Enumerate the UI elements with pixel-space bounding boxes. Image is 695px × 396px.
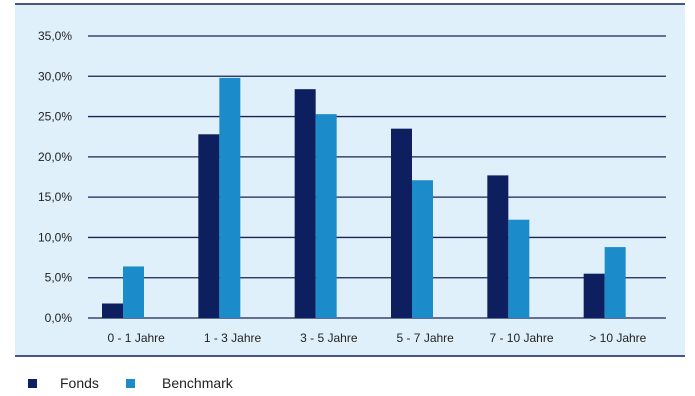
x-axis-tick-labels: 0 - 1 Jahre 1 - 3 Jahre 3 - 5 Jahre 5 - 7 J…	[107, 331, 646, 345]
bar-fonds	[391, 128, 412, 318]
y-tick-label: 10,0%	[38, 230, 72, 244]
x-tick-label: 5 - 7 Jahre	[396, 331, 454, 345]
bar-benchmark	[412, 180, 433, 318]
y-tick-label: 5,0%	[45, 271, 73, 285]
bars	[102, 77, 626, 318]
bar-fonds	[294, 89, 316, 318]
x-tick-label: 0 - 1 Jahre	[107, 331, 165, 345]
x-tick-label: 1 - 3 Jahre	[204, 331, 262, 345]
x-tick-label: 7 - 10 Jahre	[489, 331, 553, 345]
y-tick-label: 0,0%	[45, 311, 73, 325]
bar-fonds	[583, 273, 605, 318]
legend: Fonds Benchmark	[28, 375, 234, 391]
bar-benchmark	[219, 77, 241, 318]
bar-fonds	[198, 134, 220, 318]
y-axis-tick-labels: 0,0% 5,0% 10,0% 15,0% 20,0% 25,0% 30,0% 35,0%	[38, 29, 72, 325]
legend-label-fonds: Fonds	[60, 375, 99, 391]
x-tick-label: > 10 Jahre	[589, 331, 646, 345]
gridlines	[88, 35, 666, 319]
x-tick-label: 3 - 5 Jahre	[300, 331, 358, 345]
bar-fonds	[487, 175, 509, 318]
bar-benchmark	[508, 219, 530, 318]
legend-swatch-fonds	[28, 379, 37, 388]
legend-swatch-benchmark	[126, 379, 135, 388]
bar-fonds	[102, 303, 123, 318]
y-tick-label: 25,0%	[38, 110, 72, 124]
legend-label-benchmark: Benchmark	[162, 375, 234, 391]
y-tick-label: 30,0%	[38, 69, 72, 83]
y-tick-label: 15,0%	[38, 190, 72, 204]
y-tick-label: 20,0%	[38, 150, 72, 164]
bar-benchmark	[315, 114, 337, 318]
y-tick-label: 35,0%	[38, 29, 72, 43]
bar-benchmark	[123, 266, 144, 318]
bar-benchmark	[604, 247, 626, 318]
